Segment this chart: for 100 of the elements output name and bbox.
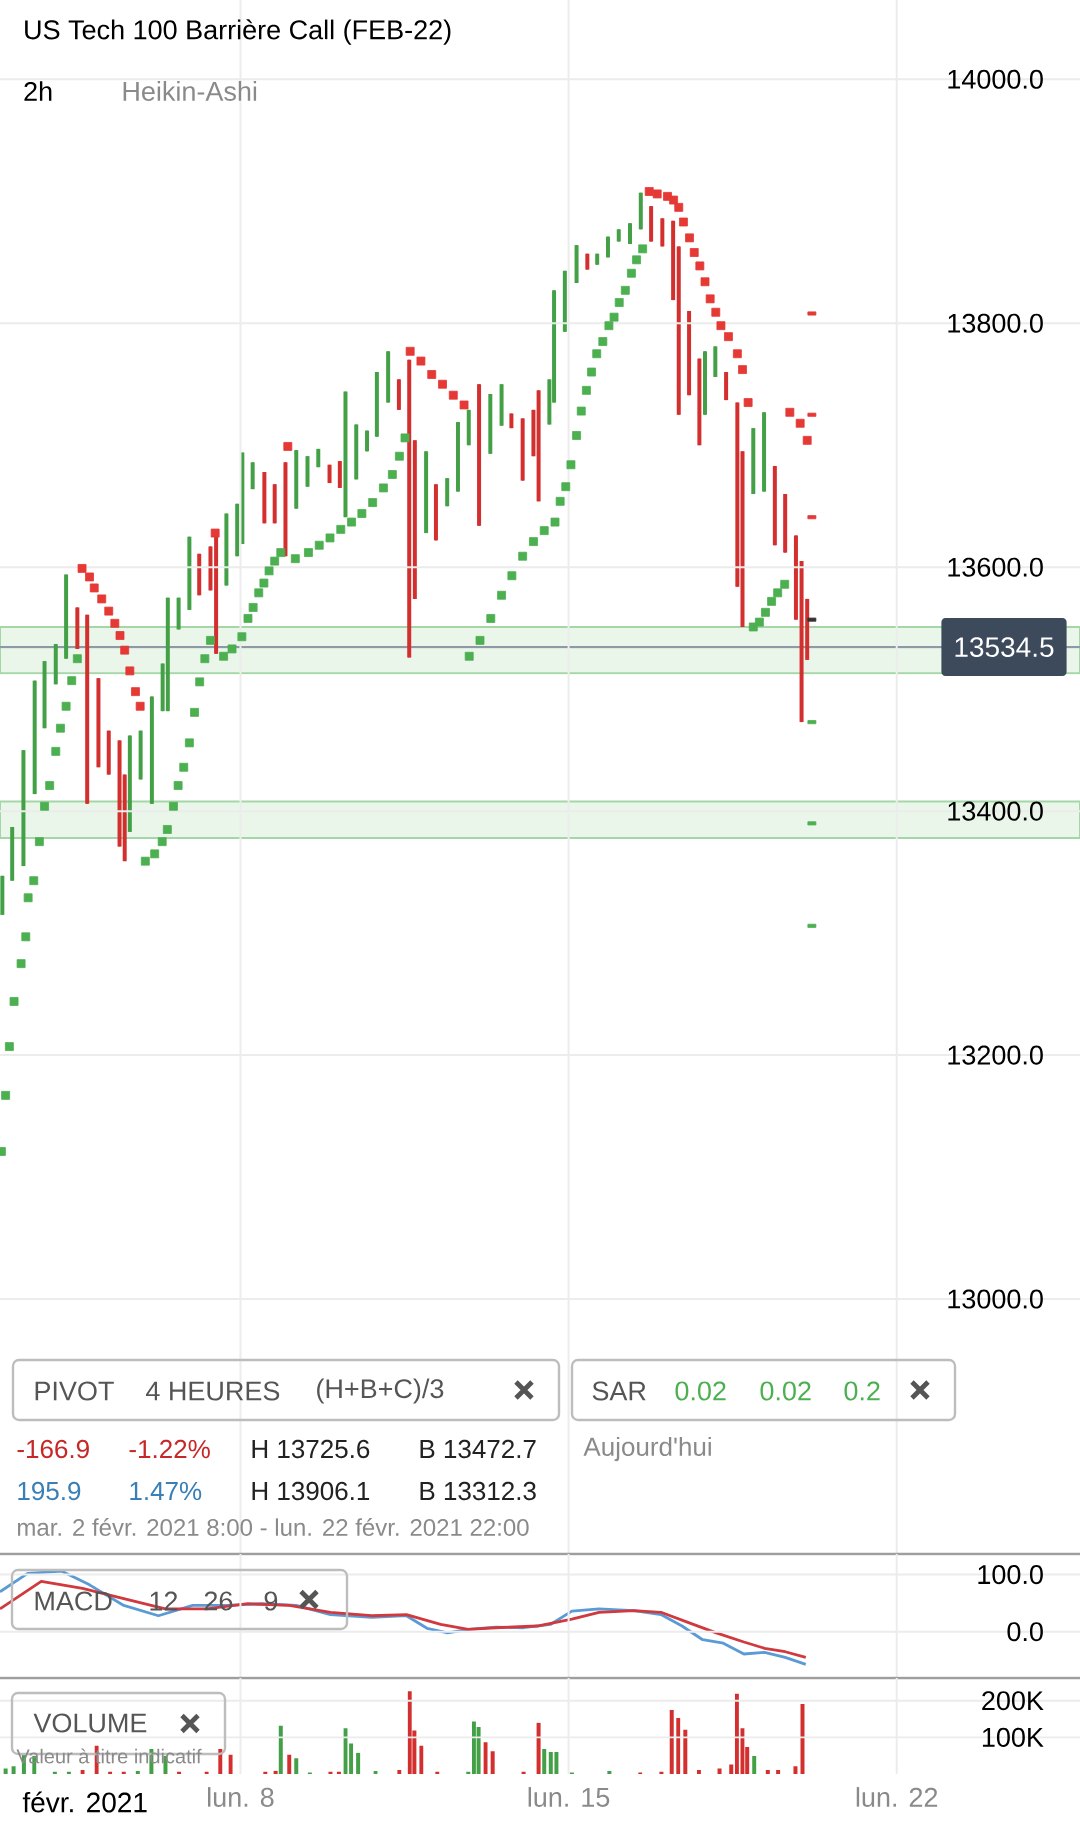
bar (407, 1691, 412, 1775)
annotation: 195.9 (18, 1481, 81, 1501)
bar (765, 1769, 770, 1775)
bar (294, 1758, 299, 1775)
candlestick (407, 358, 412, 659)
candlestick (10, 826, 15, 882)
candlestick (687, 310, 692, 397)
candlestick (751, 427, 756, 496)
y-tick-label: 100K (982, 1727, 1044, 1747)
annotation: VOLUME (33, 1713, 147, 1733)
bar (676, 1717, 681, 1775)
text: févr. 2021 (22, 1791, 147, 1813)
candlestick (327, 463, 332, 485)
bar (696, 1769, 701, 1775)
candlestick (433, 483, 438, 542)
bar (734, 1693, 739, 1775)
candlestick (224, 512, 229, 587)
candlestick (536, 389, 541, 503)
y-tick-label: 13200.0 (948, 1045, 1043, 1065)
candlestick (165, 596, 170, 713)
candlestick (499, 383, 504, 427)
annotation: MACD (35, 1591, 112, 1611)
bar (776, 1769, 781, 1775)
candlestick (127, 734, 132, 833)
annotation: Aujourd'hui (583, 1436, 711, 1462)
line-series (0, 1580, 808, 1659)
annotation: 0.02 (760, 1381, 811, 1401)
bar (729, 1764, 734, 1775)
y-tick-label: 13400.0 (948, 801, 1043, 821)
bar (717, 1768, 722, 1775)
candlestick (208, 545, 213, 592)
candlestick (75, 606, 80, 650)
candlestick (628, 222, 632, 245)
bar (683, 1729, 688, 1775)
y-tick-label: 0.0 (1007, 1622, 1043, 1642)
candlestick (187, 535, 192, 611)
candlestick (197, 552, 202, 597)
annotation: B 13472.7 (420, 1439, 536, 1459)
annotation: mar. 2 févr. 2021 8:00 - lun. 22 févr. 2021 22:00 (18, 1518, 529, 1536)
candlestick (574, 244, 579, 284)
bar (490, 1751, 495, 1775)
candlestick (605, 235, 610, 259)
candlestick (424, 450, 429, 535)
bar (218, 1749, 223, 1775)
x-tick-label: lun. 22 (856, 1787, 938, 1807)
candlestick (386, 350, 391, 404)
candlestick (106, 729, 111, 776)
bar (419, 1745, 424, 1775)
x-tick-label: lun. 15 (528, 1787, 610, 1807)
candlestick (735, 401, 740, 588)
candlestick (176, 596, 181, 631)
bar (278, 1725, 283, 1775)
annotation: 4 HEURES (146, 1381, 280, 1401)
candlestick (64, 573, 69, 660)
candlestick (354, 423, 359, 481)
candlestick (488, 392, 493, 455)
annotation: -166.9 (17, 1439, 89, 1459)
candlestick (374, 371, 379, 438)
candlestick (365, 429, 370, 453)
text: US Tech 100 Barrière Call (FEB-22) (25, 19, 451, 45)
candlestick (85, 613, 90, 805)
candlestick (793, 534, 798, 621)
candlestick (638, 191, 643, 231)
candlestick (713, 345, 718, 378)
bar (607, 1771, 612, 1775)
annotation: H 13725.6 (252, 1439, 370, 1459)
candlestick (96, 677, 101, 769)
candlestick (671, 219, 676, 302)
candlestick (305, 455, 310, 488)
bar (135, 1771, 140, 1775)
y-tick-label: 14000.0 (948, 69, 1043, 89)
candlestick (531, 408, 536, 458)
x-tick-label: lun. 8 (208, 1787, 274, 1807)
candlestick (740, 450, 745, 628)
y-tick-label: 13800.0 (948, 313, 1043, 333)
bar (793, 1766, 798, 1775)
candlestick (283, 461, 288, 558)
candlestick (138, 729, 143, 781)
y-tick-label: 100.0 (978, 1565, 1043, 1585)
annotation: B 13312.3 (420, 1481, 536, 1501)
bar (80, 1769, 85, 1775)
annotation: (H+B+C)/3 (317, 1378, 444, 1404)
candlestick (235, 502, 240, 558)
candlestick (21, 749, 26, 868)
bar (669, 1709, 674, 1775)
candlestick (32, 679, 37, 796)
bar (752, 1756, 757, 1775)
candlestick (562, 269, 567, 333)
candlestick (149, 695, 154, 805)
bar (548, 1752, 553, 1775)
candlestick (262, 471, 267, 525)
candlestick (272, 483, 277, 525)
candlestick (42, 660, 47, 730)
bar (11, 1766, 16, 1775)
annotation: H 13906.1 (252, 1481, 370, 1501)
candlestick (477, 383, 482, 527)
candlestick (762, 411, 767, 493)
y-tick-label: 13000.0 (948, 1289, 1043, 1309)
annotation: PIVOT (35, 1381, 114, 1401)
text: 2h (24, 81, 52, 101)
